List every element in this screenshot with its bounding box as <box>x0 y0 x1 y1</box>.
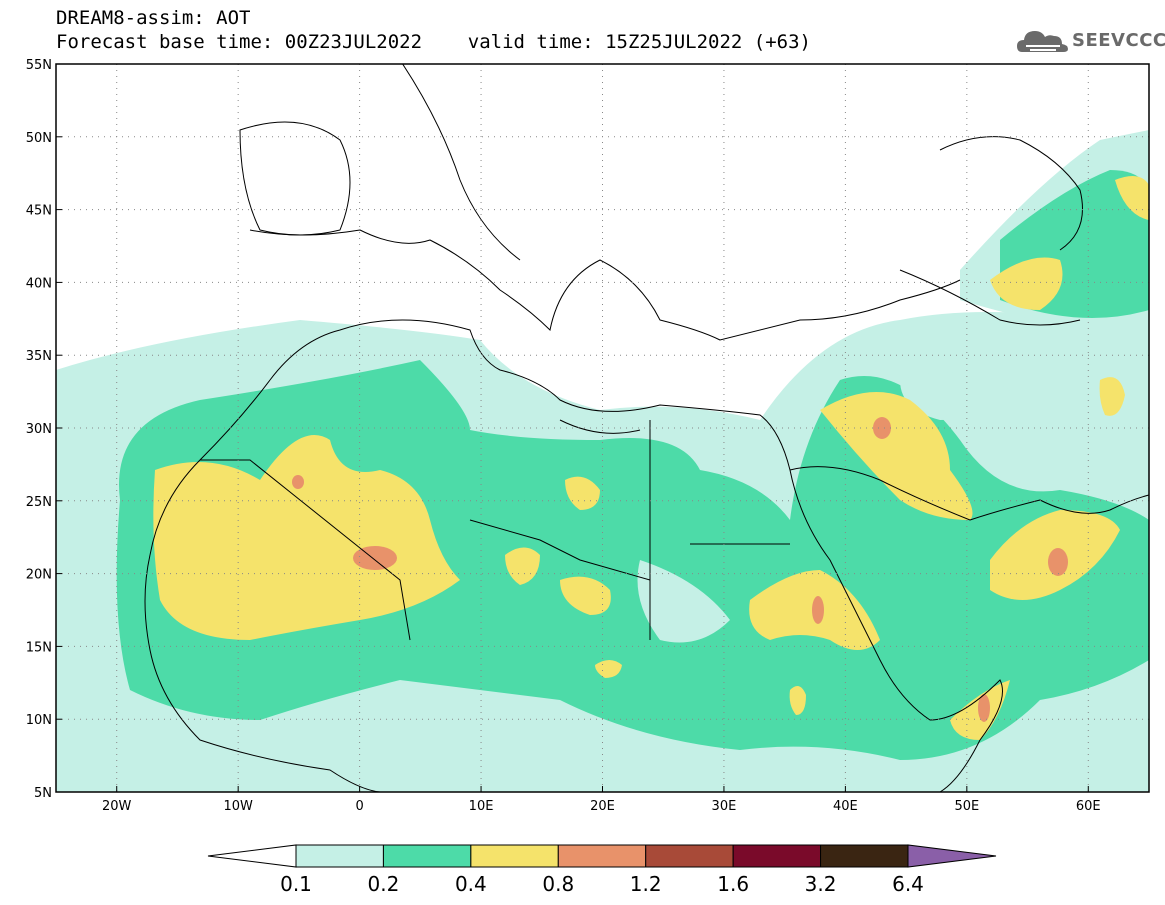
lat-tick-label: 20N <box>26 568 52 583</box>
seevccc-logo: SEEVCCC <box>1016 24 1165 58</box>
lat-tick-label: 10N <box>26 713 52 728</box>
forecast-time-label: Forecast base time: 00Z23JUL2022 valid t… <box>56 31 811 53</box>
map-title: DREAM8-assim: AOT <box>56 7 251 29</box>
lon-tick-label: 50E <box>954 799 979 814</box>
lat-tick-label: 25N <box>26 495 52 510</box>
colorbar-segment <box>382 844 472 868</box>
colorbar-upper-triangle <box>907 844 997 868</box>
lon-tick-label: 60E <box>1076 799 1101 814</box>
colorbar: 0.1 0.2 0.4 0.8 1.2 1.6 3.2 6.4 <box>207 844 997 896</box>
lon-tick-label: 0 <box>355 799 363 814</box>
colorbar-segment <box>470 844 559 868</box>
map-content <box>56 64 1149 792</box>
colorbar-lower-triangle <box>207 844 297 868</box>
map-grid <box>56 64 1149 792</box>
aot-high-region <box>153 176 1149 740</box>
latitude-axis: 55N 50N 45N 40N 35N 30N 25N 20N 15N 10N 5N <box>26 58 62 801</box>
lat-tick-label: 55N <box>26 58 52 73</box>
colorbar-tick-label: 0.8 <box>542 872 574 896</box>
lat-tick-label: 40N <box>26 276 52 291</box>
lat-tick-label: 50N <box>26 131 52 146</box>
colorbar-tick-label: 0.1 <box>280 872 312 896</box>
colorbar-tick-label: 6.4 <box>892 872 924 896</box>
colorbar-tick-label: 0.4 <box>455 872 487 896</box>
lat-tick-label: 5N <box>34 786 52 801</box>
colorbar-tick-label: 1.6 <box>717 872 749 896</box>
lon-tick-label: 10W <box>223 799 253 814</box>
colorbar-segment <box>295 844 384 868</box>
aot-very-high-region <box>292 417 1068 722</box>
lon-tick-label: 20E <box>590 799 615 814</box>
lon-tick-label: 30E <box>712 799 737 814</box>
colorbar-tick-label: 3.2 <box>805 872 837 896</box>
longitude-axis: 20W 10W 0 10E 20E 30E 40E 50E 60E <box>102 786 1101 814</box>
cloud-icon <box>1017 31 1068 52</box>
colorbar-segment <box>645 844 734 868</box>
lat-tick-label: 45N <box>26 204 52 219</box>
logo-text: SEEVCCC <box>1072 30 1165 51</box>
colorbar-segment <box>557 844 647 868</box>
colorbar-segment <box>732 844 822 868</box>
coastlines <box>144 64 1149 792</box>
colorbar-segment <box>820 844 909 868</box>
lon-tick-label: 10E <box>469 799 494 814</box>
colorbar-tick-label: 1.2 <box>630 872 662 896</box>
lat-tick-label: 30N <box>26 422 52 437</box>
colorbar-tick-label: 0.2 <box>368 872 400 896</box>
lat-tick-label: 15N <box>26 640 52 655</box>
lon-tick-label: 40E <box>833 799 858 814</box>
lon-tick-label: 20W <box>102 799 132 814</box>
lat-tick-label: 35N <box>26 349 52 364</box>
